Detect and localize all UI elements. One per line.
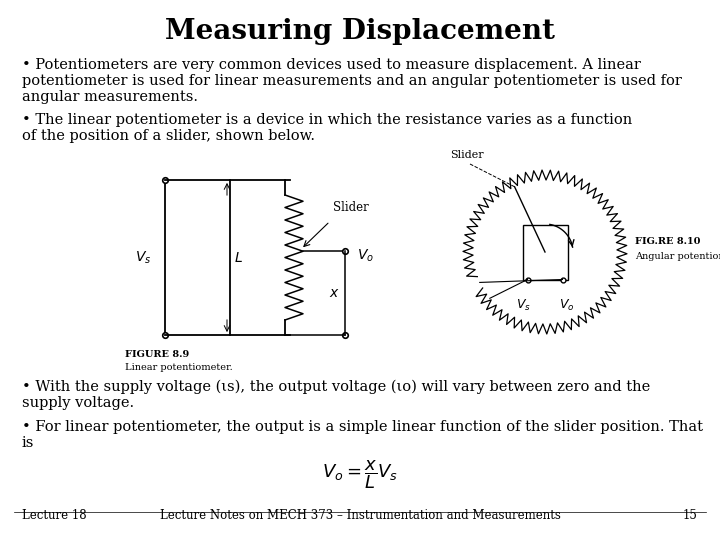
Text: potentiometer is used for linear measurements and an angular potentiometer is us: potentiometer is used for linear measure… [22, 74, 682, 88]
Text: angular measurements.: angular measurements. [22, 90, 198, 104]
Bar [523, 225, 567, 280]
Text: Lecture Notes on MECH 373 – Instrumentation and Measurements: Lecture Notes on MECH 373 – Instrumentat… [160, 509, 560, 522]
Text: 15: 15 [683, 509, 698, 522]
Text: $x$: $x$ [329, 286, 340, 300]
Text: of the position of a slider, shown below.: of the position of a slider, shown below… [22, 129, 315, 143]
Text: FIGURE 8.9: FIGURE 8.9 [125, 350, 189, 359]
Text: is: is [22, 436, 35, 450]
Text: $V_s$: $V_s$ [516, 298, 531, 313]
Text: $V_o$: $V_o$ [357, 248, 374, 265]
Text: Slider: Slider [450, 150, 484, 160]
Text: • With the supply voltage (ιs), the output voltage (ιo) will vary between zero a: • With the supply voltage (ιs), the outp… [22, 380, 650, 394]
Text: $V_s$: $V_s$ [135, 249, 151, 266]
Text: Angular potentiometer.: Angular potentiometer. [635, 252, 720, 261]
Text: • For linear potentiometer, the output is a simple linear function of the slider: • For linear potentiometer, the output i… [22, 420, 703, 434]
Text: $V_o = \dfrac{x}{L} V_s$: $V_o = \dfrac{x}{L} V_s$ [322, 458, 398, 491]
Text: $V_o$: $V_o$ [559, 298, 575, 313]
Text: Slider: Slider [333, 201, 369, 214]
Text: Linear potentiometer.: Linear potentiometer. [125, 363, 233, 372]
Text: FIG.RE 8.10: FIG.RE 8.10 [635, 237, 701, 246]
Text: supply voltage.: supply voltage. [22, 396, 134, 410]
Text: Lecture 18: Lecture 18 [22, 509, 86, 522]
Text: • Potentiometers are very common devices used to measure displacement. A linear: • Potentiometers are very common devices… [22, 58, 641, 72]
Text: • The linear potentiometer is a device in which the resistance varies as a funct: • The linear potentiometer is a device i… [22, 113, 632, 127]
Text: Measuring Displacement: Measuring Displacement [165, 18, 555, 45]
Text: $L$: $L$ [234, 251, 243, 265]
